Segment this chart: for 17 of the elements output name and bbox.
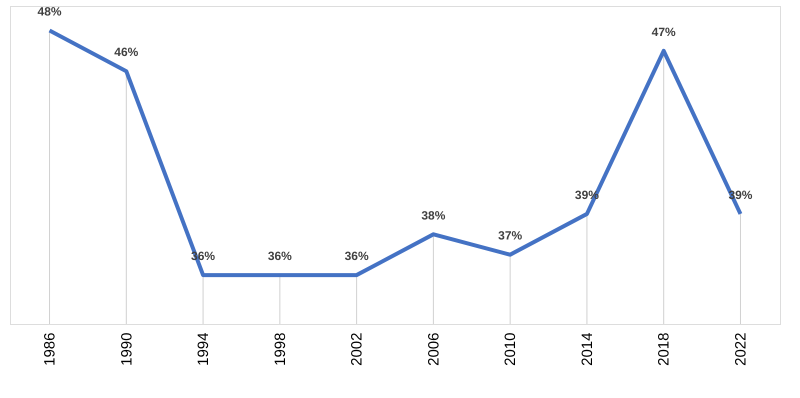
data-label: 37% — [498, 228, 522, 243]
data-label: 36% — [344, 249, 369, 264]
x-tick-label: 1994 — [195, 332, 212, 366]
data-label: 46% — [114, 45, 139, 60]
x-tick-label: 2002 — [348, 332, 366, 366]
x-tick-label: 1998 — [272, 332, 289, 366]
x-tick-label: 1986 — [42, 332, 59, 366]
data-label: 36% — [268, 249, 292, 264]
data-label: 48% — [38, 4, 62, 18]
x-tick-label: 1990 — [118, 332, 136, 366]
x-tick-label: 2010 — [502, 332, 520, 366]
x-tick-label: 2022 — [732, 332, 750, 366]
x-tick-label: 2014 — [578, 332, 596, 366]
data-label: 47% — [652, 24, 676, 39]
data-label: 38% — [421, 208, 446, 222]
x-tick-label: 2018 — [656, 332, 673, 366]
x-tick-label: 2006 — [425, 332, 442, 366]
